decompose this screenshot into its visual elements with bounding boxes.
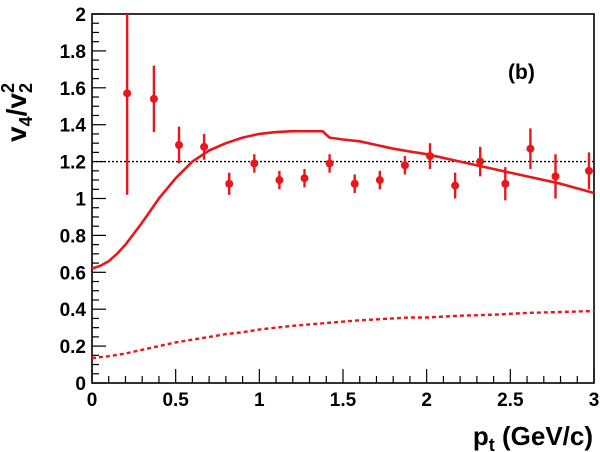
y-axis-label: v4/v22 — [0, 83, 36, 142]
tick-labels: 0 0.5 1 1.5 2 2.5 3 0 0.2 0.4 0.6 0.8 1 1.2 1.4 1.6 1.8 2 — [60, 5, 600, 411]
x-tick-label: 2 — [421, 390, 432, 411]
y-axis-label-a-sub: 4 — [16, 116, 36, 126]
x-axis-label: pt (GeV/c) — [473, 421, 593, 452]
data-point — [426, 152, 435, 161]
x-tick-label: 0 — [87, 390, 98, 411]
y-tick-label: 1.8 — [60, 42, 86, 63]
data-point — [325, 159, 334, 168]
x-tick-label: 1 — [254, 390, 265, 411]
y-axis-label-a: v — [1, 126, 32, 142]
data-point — [175, 140, 184, 149]
y-tick-label: 1.2 — [60, 153, 86, 174]
panel-label: (b) — [508, 61, 535, 84]
axis-ticks — [91, 13, 595, 384]
y-axis-label-b-sub: 2 — [16, 83, 36, 93]
x-tick-label: 3 — [589, 390, 600, 411]
data-point — [451, 181, 460, 190]
data-point — [250, 159, 259, 168]
data-point — [200, 142, 209, 151]
data-point — [501, 179, 510, 188]
y-axis-label-b: v — [1, 93, 32, 109]
model-curves — [91, 129, 595, 360]
y-tick-label: 0.4 — [60, 300, 87, 321]
x-tick-label: 1.5 — [330, 390, 357, 411]
data-point — [584, 166, 593, 175]
y-tick-label: 0.2 — [60, 337, 86, 358]
y-axis-label-b-sup: 2 — [0, 83, 18, 93]
x-axis-label-rest: (GeV/c) — [495, 421, 593, 451]
data-point — [123, 89, 132, 98]
data-point — [476, 157, 485, 166]
y-tick-label: 1.4 — [60, 116, 87, 137]
y-tick-label: 1 — [75, 190, 86, 211]
data-point — [551, 172, 560, 181]
data-points — [123, 14, 593, 201]
data-point — [275, 176, 284, 185]
data-point — [350, 179, 359, 188]
x-tick-label: 0.5 — [162, 390, 189, 411]
y-axis-label-slash: / — [1, 108, 32, 116]
y-tick-label: 0 — [75, 374, 86, 395]
data-point — [300, 174, 309, 183]
x-axis-label-sub: t — [489, 435, 495, 452]
x-tick-label: 2.5 — [497, 390, 524, 411]
y-tick-label: 1.6 — [60, 79, 86, 100]
data-point — [375, 176, 384, 185]
data-point — [149, 94, 158, 103]
y-tick-label: 0.6 — [60, 263, 86, 284]
model-curve-solid — [91, 129, 595, 270]
data-point — [225, 179, 234, 188]
x-axis-label-main: p — [473, 421, 489, 451]
y-tick-label: 0.8 — [60, 226, 86, 247]
data-point — [526, 144, 535, 153]
data-point — [400, 161, 409, 170]
y-tick-label: 2 — [75, 5, 86, 26]
model-curve-dashed — [91, 309, 595, 360]
